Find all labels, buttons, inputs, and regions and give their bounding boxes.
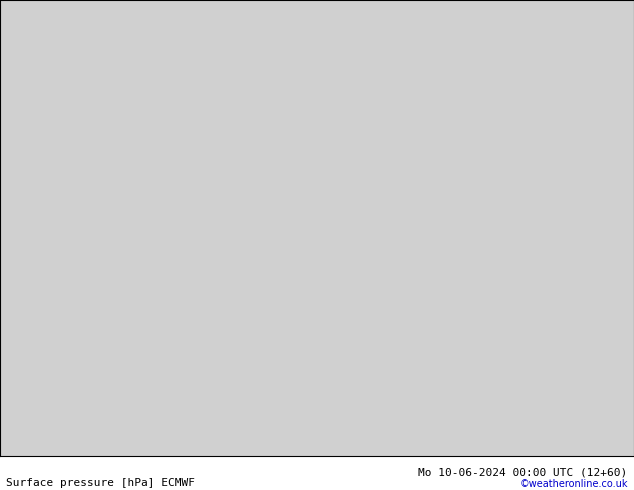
Text: Surface pressure [hPa] ECMWF: Surface pressure [hPa] ECMWF xyxy=(6,478,195,488)
Text: Mo 10-06-2024 00:00 UTC (12+60): Mo 10-06-2024 00:00 UTC (12+60) xyxy=(418,468,628,478)
Text: ©weatheronline.co.uk: ©weatheronline.co.uk xyxy=(519,479,628,489)
